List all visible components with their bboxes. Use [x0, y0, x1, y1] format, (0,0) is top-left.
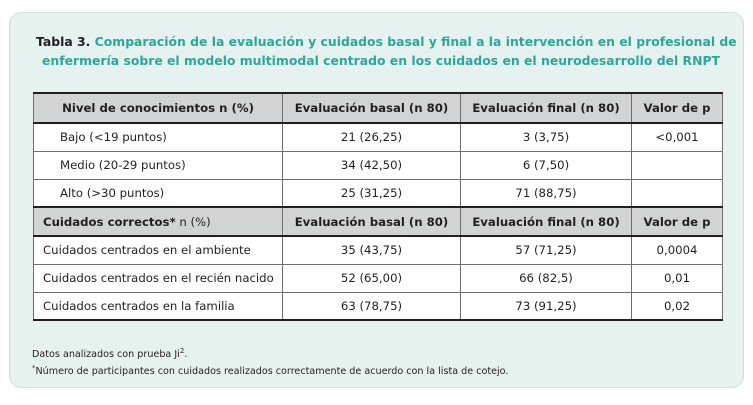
knowledge-level-label: Medio (20-29 puntos)	[33, 150, 283, 180]
p-value: 0,01	[631, 263, 723, 293]
final-value: 57 (71,25)	[460, 235, 632, 265]
table-number: Tabla 3.	[36, 34, 91, 49]
table-row: Bajo (<19 puntos) 21 (26,25) 3 (3,75) <0…	[33, 122, 723, 152]
header-knowledge-level: Nivel de conocimientos n (%)	[33, 92, 283, 124]
p-value	[631, 150, 723, 180]
header-correct-care-unit: n (%)	[175, 214, 211, 229]
p-value: <0,001	[631, 122, 723, 152]
header-basal-evaluation: Evaluación basal (n 80)	[282, 92, 461, 124]
table-card: Tabla 3. Comparación de la evaluación y …	[9, 12, 744, 388]
footnote-marker: *	[32, 364, 36, 372]
footnote-marker: *	[169, 214, 176, 229]
title-line-1: Tabla 3. Comparación de la evaluación y …	[36, 32, 737, 51]
p-value: 0,02	[631, 291, 723, 321]
basal-value: 25 (31,25)	[282, 178, 461, 208]
header-final-evaluation: Evaluación final (n 80)	[460, 92, 632, 124]
header-correct-care: Cuidados correctos* n (%)	[33, 206, 283, 237]
header-basal-evaluation: Evaluación basal (n 80)	[282, 206, 461, 237]
header-p-value: Valor de p	[631, 206, 723, 237]
table-title: Tabla 3. Comparación de la evaluación y …	[36, 32, 737, 70]
p-value: 0,0004	[631, 235, 723, 265]
results-table: Nivel de conocimientos n (%) Evaluación …	[33, 92, 723, 321]
footnote-participants: *Número de participantes con cuidados re…	[32, 362, 508, 378]
care-header-row: Cuidados correctos* n (%) Evaluación bas…	[33, 206, 723, 237]
knowledge-level-label: Bajo (<19 puntos)	[33, 122, 283, 152]
basal-value: 21 (26,25)	[282, 122, 461, 152]
header-correct-care-main: Cuidados correctos	[43, 214, 170, 229]
care-type-label: Cuidados centrados en el recién nacido	[33, 263, 283, 293]
footnote-participants-text: Número de participantes con cuidados rea…	[35, 366, 509, 377]
knowledge-level-label: Alto (>30 puntos)	[33, 178, 283, 208]
table-row: Cuidados centrados en la familia 63 (78,…	[33, 291, 723, 321]
table-row: Cuidados centrados en el recién nacido 5…	[33, 263, 723, 293]
care-type-label: Cuidados centrados en la familia	[33, 291, 283, 321]
title-text-line-1: Comparación de la evaluación y cuidados …	[94, 34, 737, 49]
footnote-period: .	[184, 349, 188, 360]
basal-value: 63 (78,75)	[282, 291, 461, 321]
care-type-label: Cuidados centrados en el ambiente	[33, 235, 283, 265]
basal-value: 35 (43,75)	[282, 235, 461, 265]
table-row: Cuidados centrados en el ambiente 35 (43…	[33, 235, 723, 265]
title-text-line-2: enfermería sobre el modelo multimodal ce…	[41, 53, 721, 68]
final-value: 73 (91,25)	[460, 291, 632, 321]
final-value: 6 (7,50)	[460, 150, 632, 180]
footnote-statistics-text: Datos analizados con prueba Ji	[32, 349, 180, 360]
basal-value: 52 (65,00)	[282, 263, 461, 293]
footnote-statistics: Datos analizados con prueba Ji2.	[32, 345, 187, 361]
header-p-value: Valor de p	[631, 92, 723, 124]
table-row: Alto (>30 puntos) 25 (31,25) 71 (88,75)	[33, 178, 723, 208]
final-value: 3 (3,75)	[460, 122, 632, 152]
knowledge-header-row: Nivel de conocimientos n (%) Evaluación …	[33, 92, 723, 124]
header-final-evaluation: Evaluación final (n 80)	[460, 206, 632, 237]
p-value	[631, 178, 723, 208]
final-value: 66 (82,5)	[460, 263, 632, 293]
footnote-superscript: 2	[179, 347, 185, 355]
final-value: 71 (88,75)	[460, 178, 632, 208]
table-row: Medio (20-29 puntos) 34 (42,50) 6 (7,50)	[33, 150, 723, 180]
basal-value: 34 (42,50)	[282, 150, 461, 180]
